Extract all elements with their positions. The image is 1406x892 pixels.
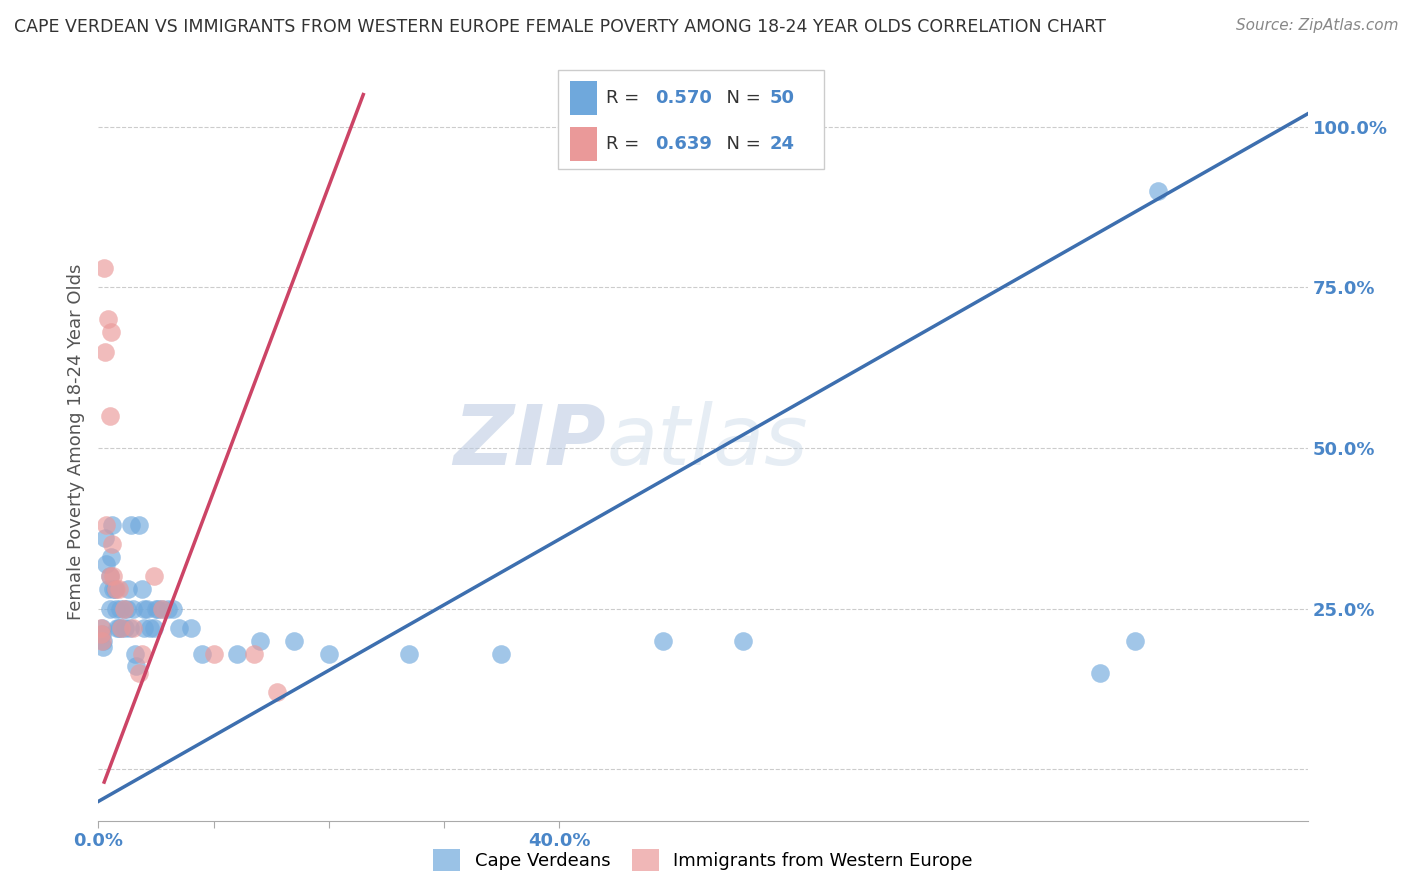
Point <box>122 601 145 615</box>
FancyBboxPatch shape <box>569 80 596 115</box>
Point <box>90 621 112 635</box>
Point <box>94 531 117 545</box>
Point <box>98 569 121 583</box>
Point <box>98 601 121 615</box>
Point <box>108 582 131 597</box>
Point <box>1147 184 1170 198</box>
Point <box>105 621 128 635</box>
Point <box>733 633 755 648</box>
Point <box>98 569 121 583</box>
Point <box>135 601 157 615</box>
Point <box>93 261 115 276</box>
FancyBboxPatch shape <box>558 70 824 169</box>
Point <box>156 601 179 615</box>
Point <box>125 659 148 673</box>
Point <box>150 601 173 615</box>
Point <box>266 685 288 699</box>
Point <box>101 518 124 533</box>
Point <box>103 582 125 597</box>
Point <box>318 647 340 661</box>
Point <box>283 633 305 648</box>
Point <box>104 601 127 615</box>
Point <box>91 633 114 648</box>
Point <box>128 665 150 680</box>
Point <box>134 621 156 635</box>
Point <box>96 557 118 571</box>
Point <box>103 582 125 597</box>
Point <box>112 601 135 615</box>
Point <box>103 569 125 583</box>
Point <box>90 627 112 641</box>
Text: 24: 24 <box>769 135 794 153</box>
Point <box>101 537 124 551</box>
Point <box>90 633 112 648</box>
Point <box>134 601 156 615</box>
Text: 50: 50 <box>769 88 794 107</box>
Point <box>142 621 165 635</box>
Point <box>110 621 132 635</box>
Point <box>191 647 214 661</box>
Point <box>162 601 184 615</box>
Point <box>98 409 121 423</box>
Text: 0.639: 0.639 <box>655 135 711 153</box>
Point <box>96 518 118 533</box>
Point <box>120 518 142 533</box>
Text: R =: R = <box>606 135 645 153</box>
Point <box>491 647 513 661</box>
Point <box>249 633 271 648</box>
Point <box>90 627 112 641</box>
Text: N =: N = <box>716 135 766 153</box>
Point <box>114 621 136 635</box>
Point <box>110 621 132 635</box>
Point <box>131 582 153 597</box>
Point <box>1123 633 1146 648</box>
Point <box>243 647 266 661</box>
Legend: Cape Verdeans, Immigrants from Western Europe: Cape Verdeans, Immigrants from Western E… <box>426 842 980 879</box>
Point <box>100 550 122 565</box>
Point <box>108 621 131 635</box>
Point <box>100 326 122 340</box>
Point <box>131 647 153 661</box>
Point <box>110 601 132 615</box>
Point <box>139 621 162 635</box>
Point <box>118 621 141 635</box>
Point <box>90 621 112 635</box>
Point <box>128 518 150 533</box>
Point <box>1090 665 1112 680</box>
Point <box>398 647 420 661</box>
Point <box>97 582 120 597</box>
Point <box>145 601 167 615</box>
Point <box>104 582 127 597</box>
Point <box>142 569 165 583</box>
Text: N =: N = <box>716 88 766 107</box>
Text: ZIP: ZIP <box>454 401 606 482</box>
Point <box>180 621 202 635</box>
Point <box>91 640 114 655</box>
Point <box>97 312 120 326</box>
Y-axis label: Female Poverty Among 18-24 Year Olds: Female Poverty Among 18-24 Year Olds <box>66 263 84 620</box>
FancyBboxPatch shape <box>569 127 596 161</box>
Text: R =: R = <box>606 88 645 107</box>
Point <box>167 621 190 635</box>
Text: CAPE VERDEAN VS IMMIGRANTS FROM WESTERN EUROPE FEMALE POVERTY AMONG 18-24 YEAR O: CAPE VERDEAN VS IMMIGRANTS FROM WESTERN … <box>14 18 1107 36</box>
Point <box>122 621 145 635</box>
Point <box>117 582 139 597</box>
Text: Source: ZipAtlas.com: Source: ZipAtlas.com <box>1236 18 1399 33</box>
Point <box>202 647 225 661</box>
Point <box>112 601 135 615</box>
Point <box>225 647 247 661</box>
Point <box>124 647 146 661</box>
Point <box>651 633 673 648</box>
Point <box>148 601 170 615</box>
Point <box>150 601 173 615</box>
Point <box>94 344 117 359</box>
Text: atlas: atlas <box>606 401 808 482</box>
Point <box>115 601 138 615</box>
Text: 0.570: 0.570 <box>655 88 711 107</box>
